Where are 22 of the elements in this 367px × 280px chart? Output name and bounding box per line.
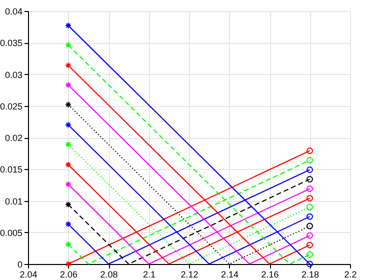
y-tick-label: 0.025 — [0, 101, 22, 112]
y-tick-label: 0.04 — [4, 6, 22, 16]
point — [306, 222, 313, 230]
point — [306, 176, 313, 182]
x-tick-label: 2.06 — [60, 270, 78, 280]
y-tick-label: 0.015 — [0, 164, 22, 175]
x-tick-label: 2.16 — [261, 270, 279, 280]
x-tick-label: 2.1 — [142, 270, 156, 280]
y-tick-label: 0.03 — [4, 70, 22, 80]
y-tick-label: 0.035 — [0, 38, 22, 48]
x-tick-label: 2.08 — [100, 270, 118, 280]
y-tick-label: 0.02 — [4, 133, 22, 143]
y-tick-label: 0.01 — [4, 196, 22, 206]
x-tick-label: 2.12 — [180, 270, 198, 280]
point — [65, 101, 72, 108]
x-tick-label: 2.18 — [301, 270, 320, 280]
y-tick-label: 0 — [17, 260, 22, 270]
x-tick-label: 2.2 — [344, 270, 357, 280]
point — [65, 201, 72, 208]
x-tick-label: 2.14 — [220, 270, 239, 280]
x-tick-label: 2.04 — [20, 270, 38, 280]
y-tick-label: 0.005 — [0, 228, 22, 238]
